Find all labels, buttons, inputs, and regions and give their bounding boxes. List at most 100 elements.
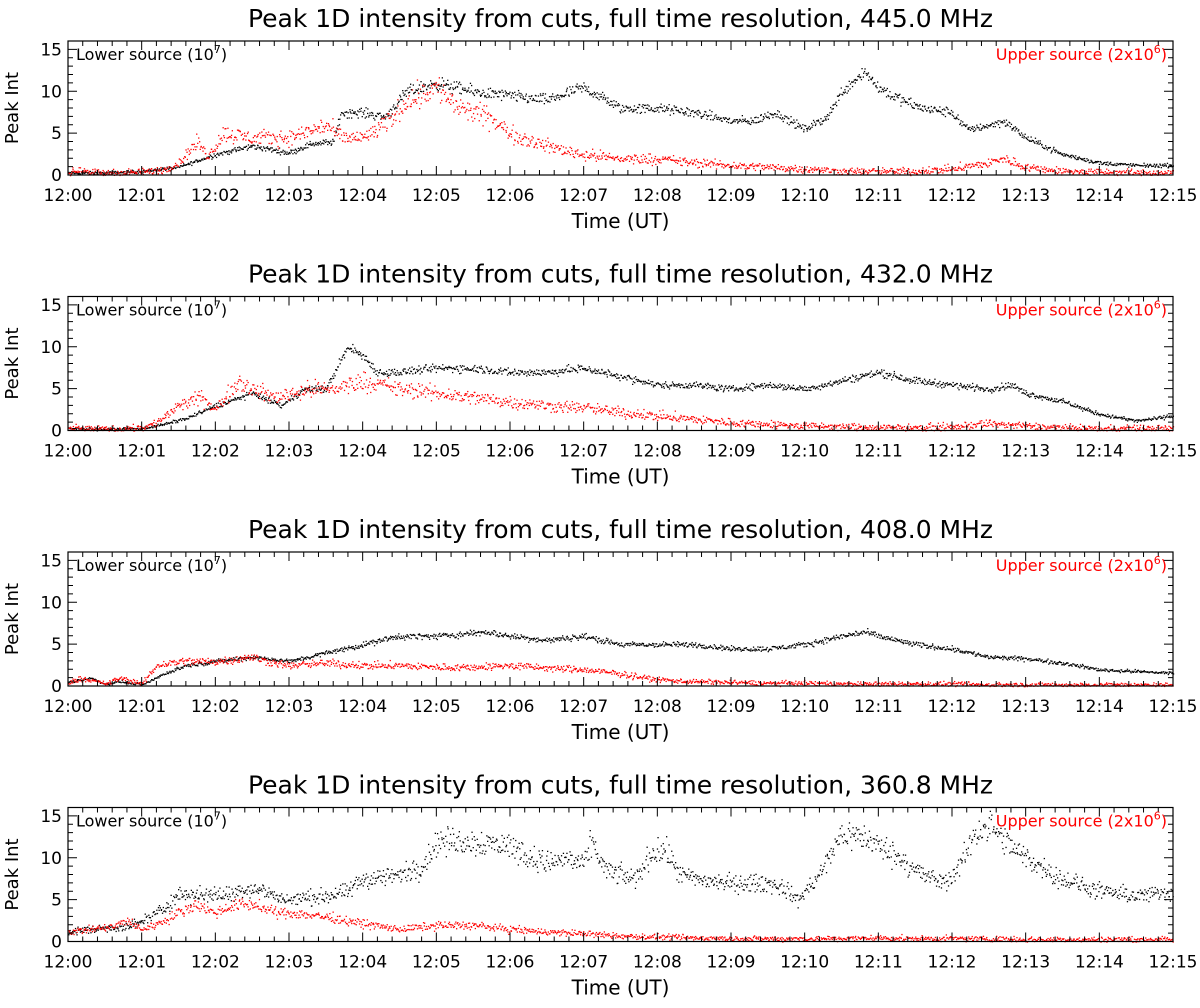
- data-point: [388, 110, 390, 112]
- data-point: [914, 382, 916, 384]
- data-point: [316, 142, 319, 145]
- data-point: [822, 171, 824, 174]
- data-point: [811, 386, 813, 388]
- data-point: [1141, 172, 1143, 174]
- data-point: [262, 382, 264, 385]
- data-point: [780, 385, 783, 387]
- data-point: [153, 426, 155, 428]
- data-point: [1165, 172, 1167, 174]
- data-point: [297, 147, 299, 149]
- data-point: [235, 390, 237, 392]
- data-point: [261, 149, 263, 151]
- data-point: [1047, 170, 1050, 172]
- data-point: [1121, 171, 1123, 174]
- data-point: [1137, 164, 1139, 166]
- data-point: [531, 95, 533, 97]
- data-point: [902, 97, 905, 99]
- data-point: [755, 116, 757, 118]
- data-point: [257, 135, 259, 137]
- data-point: [589, 154, 591, 157]
- data-point: [878, 172, 880, 174]
- data-point: [267, 402, 269, 404]
- data-point: [264, 399, 266, 401]
- data-point: [1107, 416, 1109, 418]
- data-point: [689, 115, 691, 117]
- data-point: [156, 424, 158, 427]
- data-point: [581, 86, 583, 88]
- data-point: [536, 100, 538, 102]
- data-point: [332, 138, 334, 140]
- data-point: [437, 90, 439, 92]
- data-point: [1098, 161, 1100, 163]
- data-point: [1087, 173, 1089, 175]
- data-point: [782, 168, 784, 170]
- data-point: [290, 135, 292, 138]
- data-point: [1002, 122, 1004, 124]
- data-point: [589, 94, 591, 96]
- data-point: [71, 428, 74, 430]
- data-point: [1126, 164, 1128, 166]
- data-point: [689, 384, 692, 387]
- data-point: [777, 164, 779, 166]
- data-point: [1014, 157, 1016, 160]
- data-point: [548, 152, 551, 154]
- data-point: [462, 102, 464, 104]
- data-point: [905, 170, 907, 172]
- x-tick-label: 12:13: [1001, 186, 1050, 206]
- data-point: [438, 84, 440, 87]
- data-point: [1094, 169, 1096, 171]
- data-point: [338, 124, 341, 126]
- data-point: [427, 99, 429, 102]
- data-point: [226, 403, 229, 405]
- data-point: [650, 108, 652, 110]
- data-point: [1039, 395, 1041, 397]
- data-point: [170, 408, 173, 411]
- data-point: [242, 382, 245, 384]
- data-point: [704, 110, 706, 113]
- data-point: [858, 75, 860, 78]
- data-point: [365, 359, 367, 361]
- data-point: [533, 146, 536, 148]
- data-point: [196, 146, 198, 148]
- data-point: [339, 128, 342, 130]
- data-point: [801, 386, 803, 388]
- data-point: [968, 128, 970, 130]
- data-point: [901, 169, 903, 172]
- data-point: [1164, 163, 1166, 165]
- data-point: [552, 142, 554, 145]
- data-point: [569, 146, 571, 148]
- data-point: [924, 108, 927, 110]
- data-point: [1168, 416, 1170, 418]
- data-point: [875, 85, 877, 87]
- data-point: [391, 109, 393, 111]
- data-point: [441, 77, 443, 79]
- data-point: [744, 387, 746, 389]
- data-point: [857, 380, 859, 382]
- data-point: [504, 123, 506, 125]
- data-point: [676, 110, 678, 112]
- data-point: [826, 385, 828, 387]
- data-point: [582, 156, 584, 158]
- data-point: [734, 167, 736, 169]
- data-point: [879, 372, 881, 374]
- data-point: [999, 120, 1001, 122]
- data-point: [585, 86, 587, 88]
- data-point: [520, 140, 522, 142]
- data-point: [447, 79, 449, 81]
- data-point: [544, 97, 546, 99]
- data-point: [383, 116, 385, 119]
- data-point: [759, 163, 761, 165]
- data-point: [341, 359, 343, 361]
- data-point: [734, 121, 736, 123]
- data-point: [166, 166, 168, 168]
- data-point: [722, 391, 725, 393]
- data-point: [1126, 418, 1128, 420]
- data-point: [768, 168, 770, 170]
- data-point: [369, 365, 371, 367]
- data-point: [689, 112, 692, 115]
- data-point: [936, 110, 939, 113]
- data-point: [560, 369, 562, 371]
- data-point: [933, 107, 935, 109]
- data-point: [276, 152, 278, 154]
- data-point: [515, 94, 517, 96]
